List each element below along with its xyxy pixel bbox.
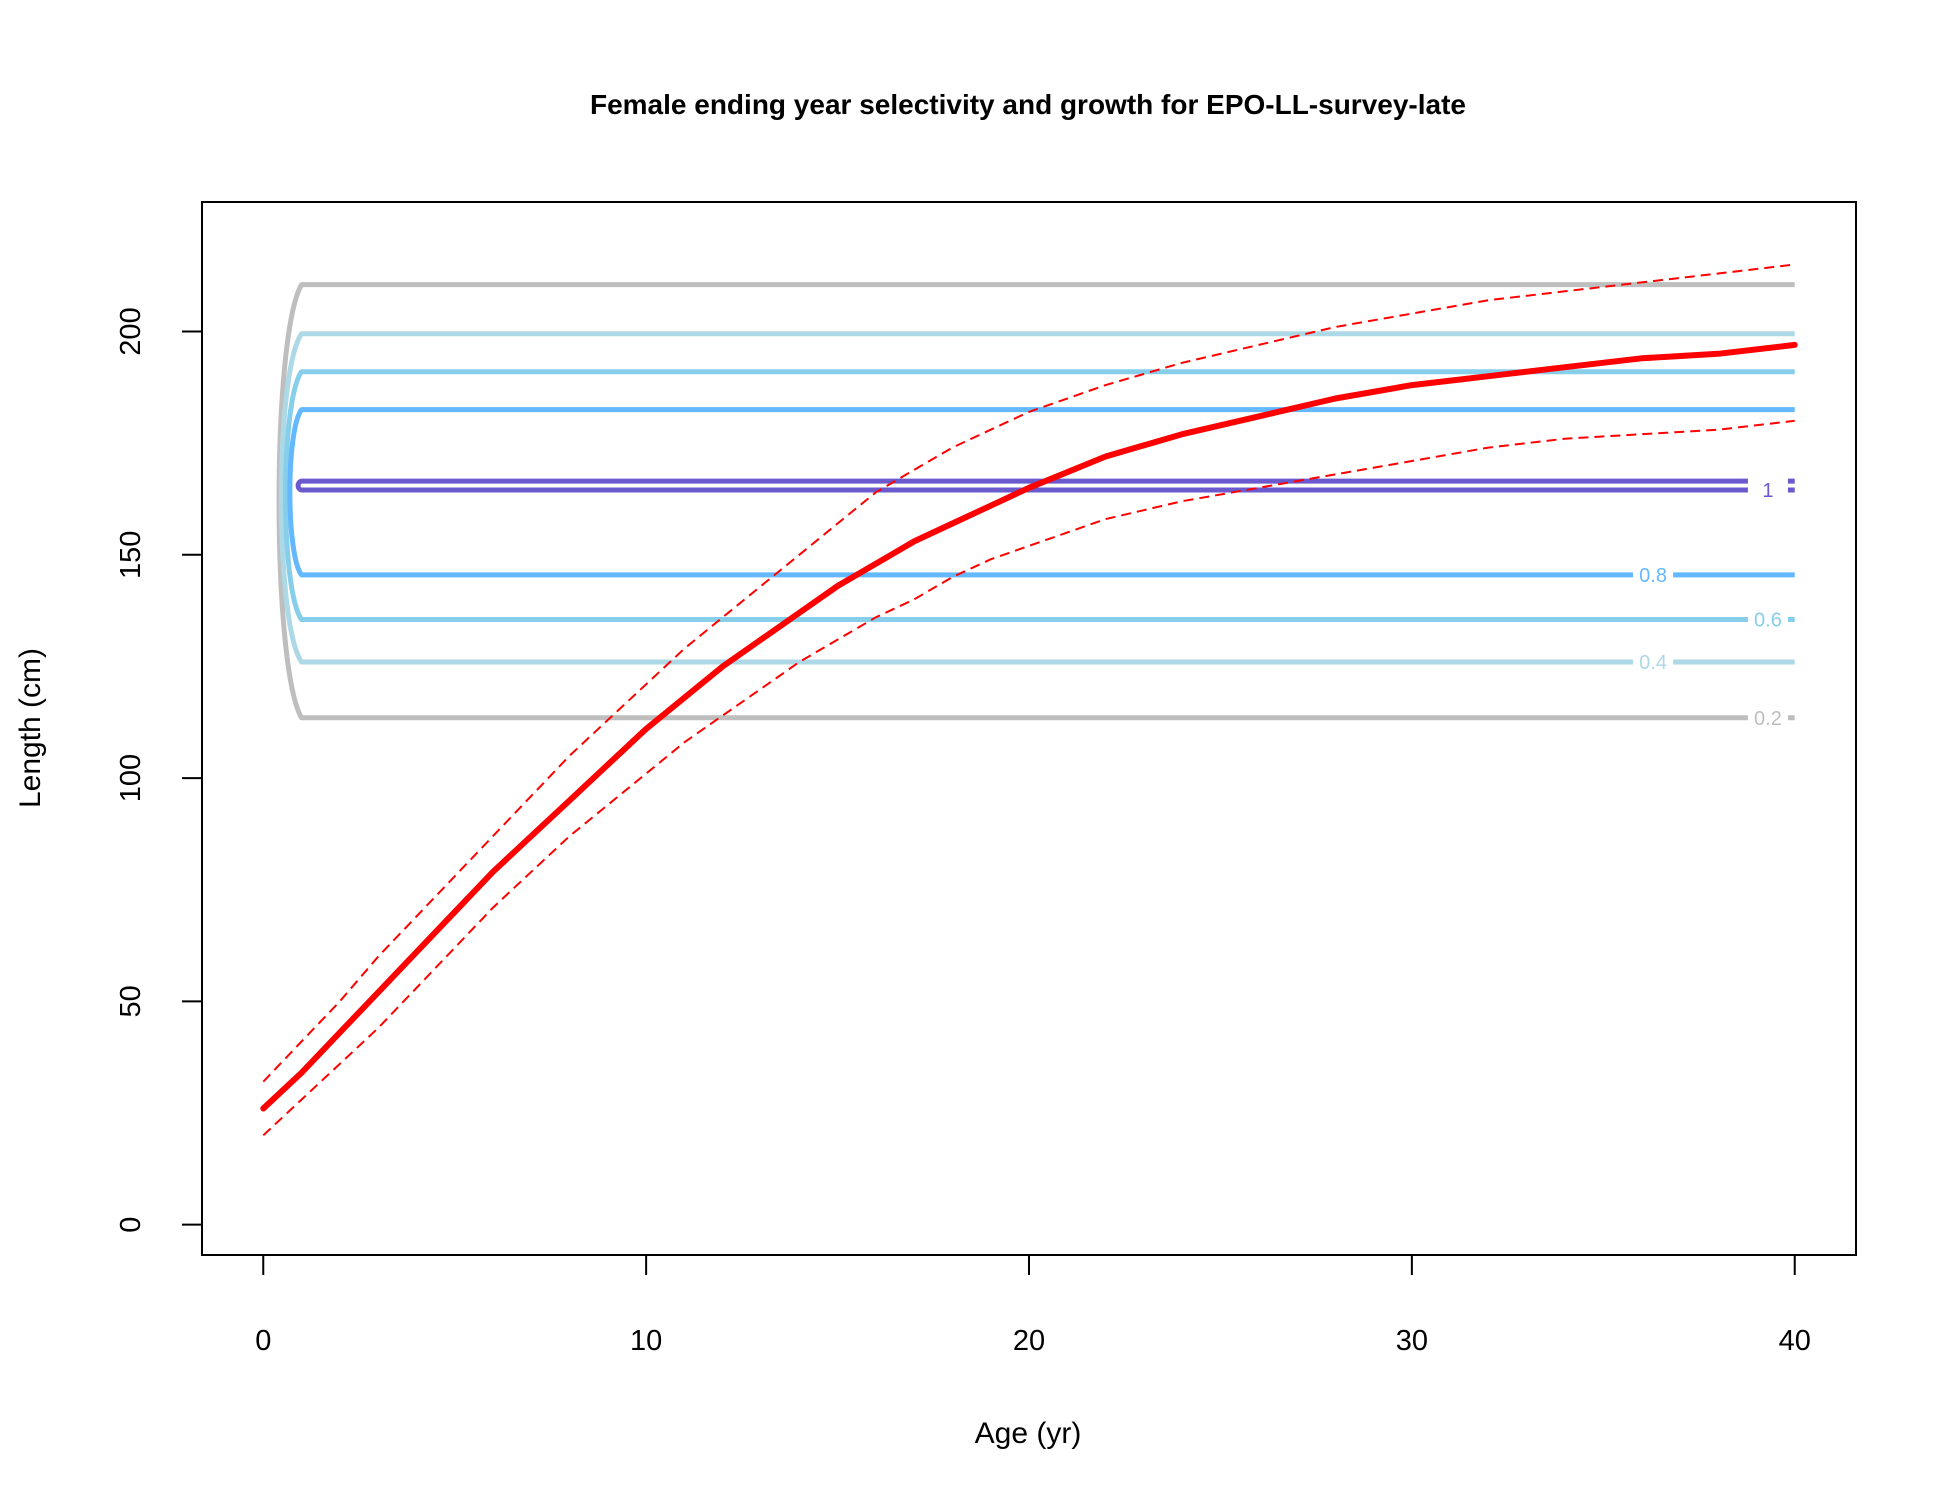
contour-label: 0.2 (1754, 708, 1782, 730)
y-axis-title: Length (cm) (14, 648, 47, 808)
y-axis: 0 50 100 150 200 (115, 307, 203, 1233)
contour-label-bg (1633, 561, 1674, 588)
y-tick-label: 200 (115, 307, 147, 355)
y-tick-label: 50 (115, 985, 147, 1017)
selectivity-contour-0.4 (278, 331, 1795, 665)
contour-label: 0.4 (1639, 652, 1667, 674)
contour-label: 0.6 (1754, 610, 1782, 632)
selectivity-contours: 0.2 0.4 0.6 0.8 1 (276, 282, 1795, 731)
x-tick-label: 30 (1396, 1325, 1428, 1357)
growth-upper-interval (262, 263, 1795, 1083)
chart-title: Female ending year selectivity and growt… (590, 89, 1466, 120)
contour-label: 1 (1762, 480, 1773, 502)
x-tick-label: 10 (630, 1325, 662, 1357)
selectivity-contour-0.8 (287, 407, 1795, 578)
x-tick-label: 40 (1779, 1325, 1811, 1357)
y-tick-label: 150 (115, 531, 147, 579)
selectivity-contour-0.6 (283, 369, 1795, 623)
y-tick-label: 100 (115, 754, 147, 802)
x-tick-label: 0 (255, 1325, 271, 1357)
contour-label-bg (1747, 704, 1788, 731)
growth-curves (260, 263, 1798, 1137)
y-tick-label: 0 (115, 1217, 147, 1233)
contour-label-bg (1633, 648, 1674, 675)
x-tick-label: 20 (1013, 1325, 1045, 1357)
growth-mean-curve (260, 341, 1798, 1112)
growth-lower-interval (262, 419, 1795, 1137)
contour-label-bg (1747, 606, 1788, 633)
x-axis: 0 10 20 30 40 (255, 1254, 1811, 1357)
contour-label: 0.8 (1639, 565, 1667, 587)
selectivity-contour-0.2 (276, 282, 1795, 721)
contour-label-bg (1747, 477, 1788, 504)
selectivity-contour-1 (295, 478, 1795, 493)
x-axis-title: Age (yr) (975, 1417, 1082, 1450)
